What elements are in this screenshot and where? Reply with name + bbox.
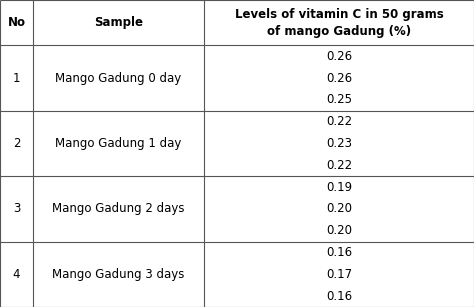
Text: 0.26: 0.26	[326, 50, 352, 63]
Text: 0.25: 0.25	[326, 93, 352, 107]
Text: 0.19: 0.19	[326, 181, 352, 194]
Text: 2: 2	[13, 137, 20, 150]
Text: 0.16: 0.16	[326, 290, 352, 303]
Text: Mango Gadung 0 day: Mango Gadung 0 day	[55, 72, 182, 85]
Text: 0.23: 0.23	[326, 137, 352, 150]
Text: Mango Gadung 1 day: Mango Gadung 1 day	[55, 137, 182, 150]
Text: 3: 3	[13, 202, 20, 216]
Text: 4: 4	[13, 268, 20, 281]
Text: 0.17: 0.17	[326, 268, 352, 281]
Text: 0.20: 0.20	[326, 224, 352, 237]
Text: 0.20: 0.20	[326, 202, 352, 216]
Text: 0.26: 0.26	[326, 72, 352, 85]
Text: Mango Gadung 3 days: Mango Gadung 3 days	[52, 268, 185, 281]
Text: No: No	[8, 16, 26, 29]
Text: 0.22: 0.22	[326, 115, 352, 128]
Text: 0.16: 0.16	[326, 246, 352, 259]
Text: 1: 1	[13, 72, 20, 85]
Text: Sample: Sample	[94, 16, 143, 29]
Text: 0.22: 0.22	[326, 159, 352, 172]
Text: Mango Gadung 2 days: Mango Gadung 2 days	[52, 202, 185, 216]
Text: Levels of vitamin C in 50 grams
of mango Gadung (%): Levels of vitamin C in 50 grams of mango…	[235, 8, 443, 38]
